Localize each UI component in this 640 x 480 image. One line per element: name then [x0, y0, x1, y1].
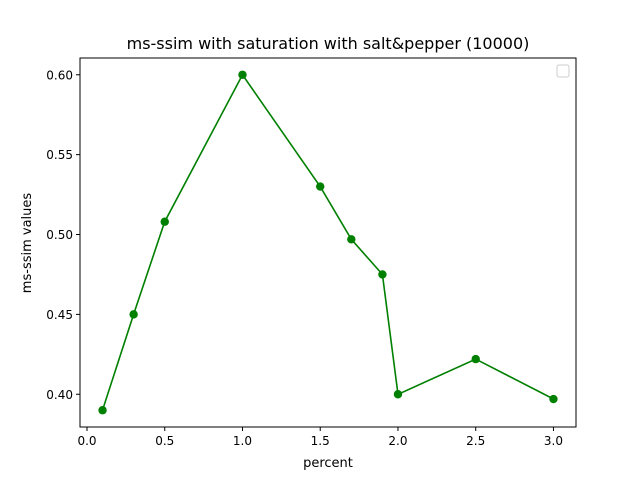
x-tick-label: 1.5	[311, 434, 330, 448]
y-tick-label: 0.60	[46, 68, 73, 82]
y-tick-label: 0.45	[46, 308, 73, 322]
data-point	[316, 182, 325, 191]
series-layer	[98, 70, 558, 415]
x-tick-label: 1.0	[233, 434, 252, 448]
y-tick-label: 0.50	[46, 228, 73, 242]
chart-title: ms-ssim with saturation with salt&pepper…	[127, 34, 530, 53]
legend-box	[556, 64, 570, 78]
x-tick-label: 0.5	[155, 434, 174, 448]
x-axis-label: percent	[303, 456, 353, 471]
data-point	[160, 217, 169, 226]
data-point	[98, 406, 107, 415]
y-tick-label: 0.55	[46, 148, 73, 162]
data-point	[129, 310, 138, 319]
plot-frame	[79, 57, 577, 428]
series-line	[101, 73, 554, 411]
y-tick-label: 0.40	[46, 388, 73, 402]
data-point	[471, 354, 480, 364]
y-axis-label: ms-ssim values	[20, 193, 35, 294]
data-point	[238, 70, 247, 79]
data-point	[347, 235, 356, 244]
x-tick-label: 3.0	[544, 434, 563, 448]
x-tick-label: 2.5	[466, 434, 485, 448]
data-point	[378, 270, 387, 279]
axis-ticks: 0.0 0.5 1.0 1.5 2.0 2.5 3.0 0.40 0.45 0.50 0.55 0.6…	[46, 68, 563, 448]
data-point	[393, 390, 403, 399]
data-point	[549, 394, 558, 404]
x-tick-label: 0.0	[77, 434, 96, 448]
x-tick-label: 2.0	[388, 434, 407, 448]
